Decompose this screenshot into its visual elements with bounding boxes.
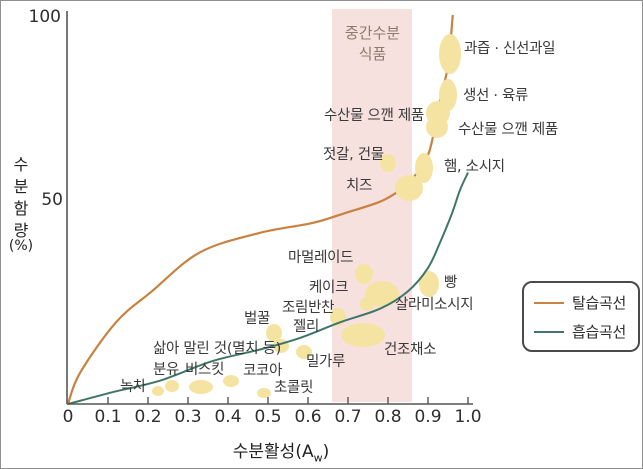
- food-label-powdered-milk: 분유: [153, 362, 180, 378]
- y-tick-50: 50: [41, 190, 63, 210]
- x-tick-0: 0: [62, 407, 74, 427]
- food-label-salami: 살라미소시지: [395, 297, 474, 313]
- legend: 탈습곡선 흡습곡선: [522, 281, 640, 352]
- x-tick-05: 0.5: [254, 407, 282, 427]
- food-bubble: [426, 116, 448, 138]
- x-axis-title-suffix: ): [322, 442, 330, 462]
- food-label-fish-meat: 생선 · 육류: [463, 88, 529, 104]
- y-tick-100: 100: [28, 7, 61, 27]
- food-label-surimi-right: 수산물 으깬 제품: [458, 122, 558, 138]
- food-label-jorim-banchan: 조림반찬: [282, 300, 335, 316]
- legend-item-desorption: 탈습곡선: [534, 292, 628, 313]
- x-tick-09: 0.9: [414, 407, 442, 427]
- legend-item-absorption: 흡습곡선: [534, 321, 628, 342]
- food-label-cocoa: 코코아: [243, 363, 283, 379]
- food-label-bread: 빵: [444, 275, 458, 291]
- x-tick-07: 0.7: [334, 407, 362, 427]
- food-bubble: [341, 323, 385, 347]
- food-bubble: [266, 324, 282, 342]
- x-axis-title-sub: w: [313, 451, 323, 465]
- food-label-chocolate: 초콜릿: [274, 380, 314, 396]
- food-label-jeotgal: 젓갈, 건물: [323, 147, 384, 163]
- food-label-biscuit: 비스킷: [185, 362, 225, 378]
- food-bubble: [189, 380, 213, 394]
- desorption-line-swatch: [534, 301, 564, 304]
- food-bubble: [355, 264, 373, 284]
- absorption-line-swatch: [534, 330, 564, 333]
- food-label-jelly: 젤리: [293, 319, 320, 335]
- legend-label-absorption: 흡습곡선: [572, 323, 627, 341]
- band-label: 중간수분 식품: [344, 24, 401, 63]
- food-bubble: [415, 153, 433, 183]
- food-label-flour: 밀가루: [306, 354, 346, 370]
- food-label-boiled-dried: 삶아 말린 것(멸치 등): [153, 341, 281, 357]
- food-bubble: [419, 271, 439, 297]
- food-bubble: [296, 345, 312, 359]
- food-label-marmalade: 마멀레이드: [288, 250, 354, 266]
- x-tick-01: 0.1: [94, 407, 122, 427]
- food-label-fruit-juice: 과즙 · 신선과일: [464, 41, 556, 57]
- food-bubble: [165, 380, 179, 392]
- food-label-surimi-left: 수산물 으깬 제품: [324, 108, 424, 124]
- x-tick-03: 0.3: [174, 407, 202, 427]
- x-axis-title-prefix: 수분활성(A: [232, 442, 314, 462]
- food-bubble: [380, 154, 396, 172]
- food-bubble: [360, 297, 374, 311]
- food-label-cheese: 치즈: [346, 178, 373, 194]
- food-bubble: [257, 388, 271, 398]
- food-bubble: [223, 375, 239, 387]
- y-axis-unit: (%): [8, 238, 34, 254]
- food-label-green-tea: 녹차: [120, 379, 147, 395]
- x-tick-08: 0.8: [374, 407, 402, 427]
- x-axis-title: 수분활성(Aw): [161, 437, 401, 464]
- x-tick-02: 0.2: [134, 407, 162, 427]
- y-axis-title: 수분함량: [13, 155, 29, 241]
- food-bubble: [395, 175, 423, 201]
- food-label-ham-sausage: 햄, 소시지: [444, 159, 505, 175]
- food-bubble: [152, 386, 164, 396]
- x-tick-06: 0.6: [294, 407, 322, 427]
- food-label-dried-vegetables: 건조채소: [384, 342, 437, 358]
- food-label-cake: 케이크: [309, 280, 349, 296]
- x-tick-10: 1.0: [454, 407, 482, 427]
- x-tick-04: 0.4: [214, 407, 242, 427]
- legend-label-desorption: 탈습곡선: [572, 294, 627, 312]
- food-bubble: [365, 281, 399, 307]
- absorption-curve: [67, 172, 469, 405]
- food-label-honey: 벌꿀: [244, 311, 271, 327]
- food-bubble: [439, 34, 461, 74]
